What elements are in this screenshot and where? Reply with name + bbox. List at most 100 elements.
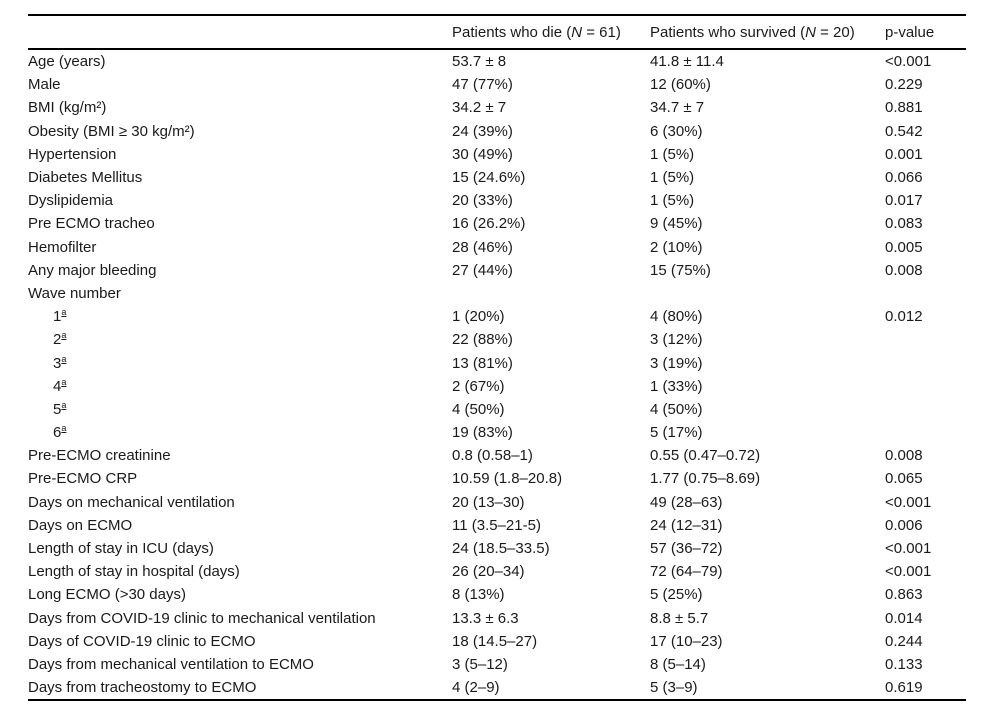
cell-pvalue: 0.006: [885, 516, 923, 534]
row-label: Male: [28, 76, 61, 94]
table-row: 4a 2 (67%) 1 (33%): [28, 375, 966, 398]
cell-pvalue: 0.017: [885, 192, 923, 210]
cell-pvalue: [885, 375, 966, 398]
cell-patients-survived: 5 (3–9): [650, 679, 698, 697]
table-row: Wave number: [28, 282, 966, 305]
cell-patients-survived: 8 (5–14): [650, 655, 706, 673]
table-row: Days from mechanical ventilation to ECMO…: [28, 653, 966, 676]
cell-patients-died: 28 (46%): [452, 238, 513, 256]
cell-patients-died: 20 (33%): [452, 192, 513, 210]
cell-patients-survived: 49 (28–63): [650, 493, 723, 511]
table-row: Hemofilter 28 (46%) 2 (10%) 0.005: [28, 236, 966, 259]
table-body: Age (years) 53.7 ± 8 41.8 ± 11.4 <0.001 Male…: [28, 49, 966, 700]
cell-pvalue: 0.863: [885, 586, 923, 604]
row-label: Obesity (BMI ≥ 30 kg/m²): [28, 122, 195, 140]
cell-pvalue: 0.244: [885, 632, 923, 650]
cell-patients-died: 11 (3.5–21-5): [452, 516, 541, 534]
table-row: Any major bleeding 27 (44%) 15 (75%) 0.008: [28, 259, 966, 282]
cell-patients-died: 13 (81%): [452, 354, 513, 372]
table-row: 5a 4 (50%) 4 (50%): [28, 398, 966, 421]
row-label: 4a: [53, 376, 67, 395]
table-row: Male 47 (77%) 12 (60%) 0.229: [28, 73, 966, 96]
header-empty-cell: [28, 15, 452, 50]
cell-patients-survived: [650, 282, 885, 305]
cell-patients-died: 8 (13%): [452, 586, 505, 604]
cell-pvalue: 0.542: [885, 122, 923, 140]
cell-pvalue: [885, 282, 966, 305]
cell-patients-died: 24 (18.5–33.5): [452, 540, 550, 558]
cell-patients-survived: 1 (5%): [650, 192, 695, 210]
row-label: Pre-ECMO creatinine: [28, 447, 171, 465]
row-label: 6a: [53, 423, 67, 442]
table-row: Long ECMO (>30 days) 8 (13%) 5 (25%) 0.863: [28, 583, 966, 606]
footnote-superscript: a: [61, 399, 67, 410]
cell-patients-died: [452, 282, 650, 305]
row-label: Wave number: [28, 284, 121, 302]
cell-patients-died: 2 (67%): [452, 377, 505, 395]
table-row: Pre-ECMO creatinine 0.8 (0.58–1) 0.55 (0.4…: [28, 444, 966, 467]
cell-pvalue: <0.001: [885, 53, 932, 71]
cell-pvalue: 0.066: [885, 169, 923, 187]
row-label: Days from COVID-19 clinic to mechanical …: [28, 609, 376, 627]
cell-pvalue: 0.133: [885, 655, 923, 673]
cell-pvalue: 0.001: [885, 145, 923, 163]
footnote-superscript: a: [61, 423, 67, 434]
cell-pvalue: 0.008: [885, 261, 923, 279]
row-label: Pre ECMO tracheo: [28, 215, 155, 233]
cell-patients-died: 1 (20%): [452, 308, 505, 326]
cell-pvalue: <0.001: [885, 493, 932, 511]
cell-patients-died: 16 (26.2%): [452, 215, 526, 233]
row-label: Days on mechanical ventilation: [28, 493, 235, 511]
cell-patients-survived: 41.8 ± 11.4: [650, 53, 724, 71]
row-label: Length of stay in ICU (days): [28, 540, 214, 558]
row-label: Age (years): [28, 53, 106, 71]
cell-patients-survived: 3 (12%): [650, 331, 703, 349]
table-row: 3a 13 (81%) 3 (19%): [28, 351, 966, 374]
cell-pvalue: <0.001: [885, 540, 932, 558]
footnote-superscript: a: [61, 307, 67, 318]
cell-patients-died: 47 (77%): [452, 76, 513, 94]
header-died-n: N: [571, 23, 583, 41]
header-survived-n: N: [805, 23, 816, 41]
cell-patients-died: 26 (20–34): [452, 563, 525, 581]
cell-patients-survived: 5 (17%): [650, 424, 703, 442]
cell-patients-died: 30 (49%): [452, 145, 513, 163]
row-label: Days from mechanical ventilation to ECMO: [28, 655, 314, 673]
cell-patients-survived: 12 (60%): [650, 76, 711, 94]
cell-pvalue: 0.083: [885, 215, 923, 233]
cell-patients-survived: 4 (50%): [650, 400, 703, 418]
cell-patients-died: 24 (39%): [452, 122, 513, 140]
row-label: Diabetes Mellitus: [28, 169, 143, 187]
table-row: 1a 1 (20%) 4 (80%) 0.012: [28, 305, 966, 328]
row-label: Dyslipidemia: [28, 192, 114, 210]
cell-pvalue: 0.008: [885, 447, 923, 465]
row-label: Length of stay in hospital (days): [28, 563, 240, 581]
header-pvalue: p-value: [885, 15, 966, 50]
cell-patients-died: 13.3 ± 6.3: [452, 609, 519, 627]
table-row: Length of stay in ICU (days) 24 (18.5–33.…: [28, 537, 966, 560]
cell-patients-died: 0.8 (0.58–1): [452, 447, 533, 465]
table-row: 2a 22 (88%) 3 (12%): [28, 328, 966, 351]
cell-pvalue: [885, 421, 966, 444]
cell-patients-died: 18 (14.5–27): [452, 632, 538, 650]
table-row: Diabetes Mellitus 15 (24.6%) 1 (5%) 0.066: [28, 166, 966, 189]
cell-pvalue: 0.619: [885, 679, 923, 697]
table-row: Days on mechanical ventilation 20 (13–30)…: [28, 491, 966, 514]
cell-patients-survived: 1.77 (0.75–8.69): [650, 470, 761, 488]
table-row: BMI (kg/m²) 34.2 ± 7 34.7 ± 7 0.881: [28, 96, 966, 119]
row-label: Days on ECMO: [28, 516, 133, 534]
cell-patients-survived: 6 (30%): [650, 122, 703, 140]
cell-patients-died: 4 (50%): [452, 400, 505, 418]
cell-patients-died: 19 (83%): [452, 424, 513, 442]
cell-patients-survived: 1 (33%): [650, 377, 703, 395]
row-label: Days from tracheostomy to ECMO: [28, 679, 257, 697]
row-label: Hypertension: [28, 145, 117, 163]
cell-pvalue: 0.014: [885, 609, 923, 627]
cell-patients-survived: 17 (10–23): [650, 632, 723, 650]
row-label: BMI (kg/m²): [28, 99, 107, 117]
table-row: Hypertension 30 (49%) 1 (5%) 0.001: [28, 143, 966, 166]
cell-patients-died: 22 (88%): [452, 331, 513, 349]
cell-patients-died: 20 (13–30): [452, 493, 525, 511]
cell-pvalue: <0.001: [885, 563, 932, 581]
